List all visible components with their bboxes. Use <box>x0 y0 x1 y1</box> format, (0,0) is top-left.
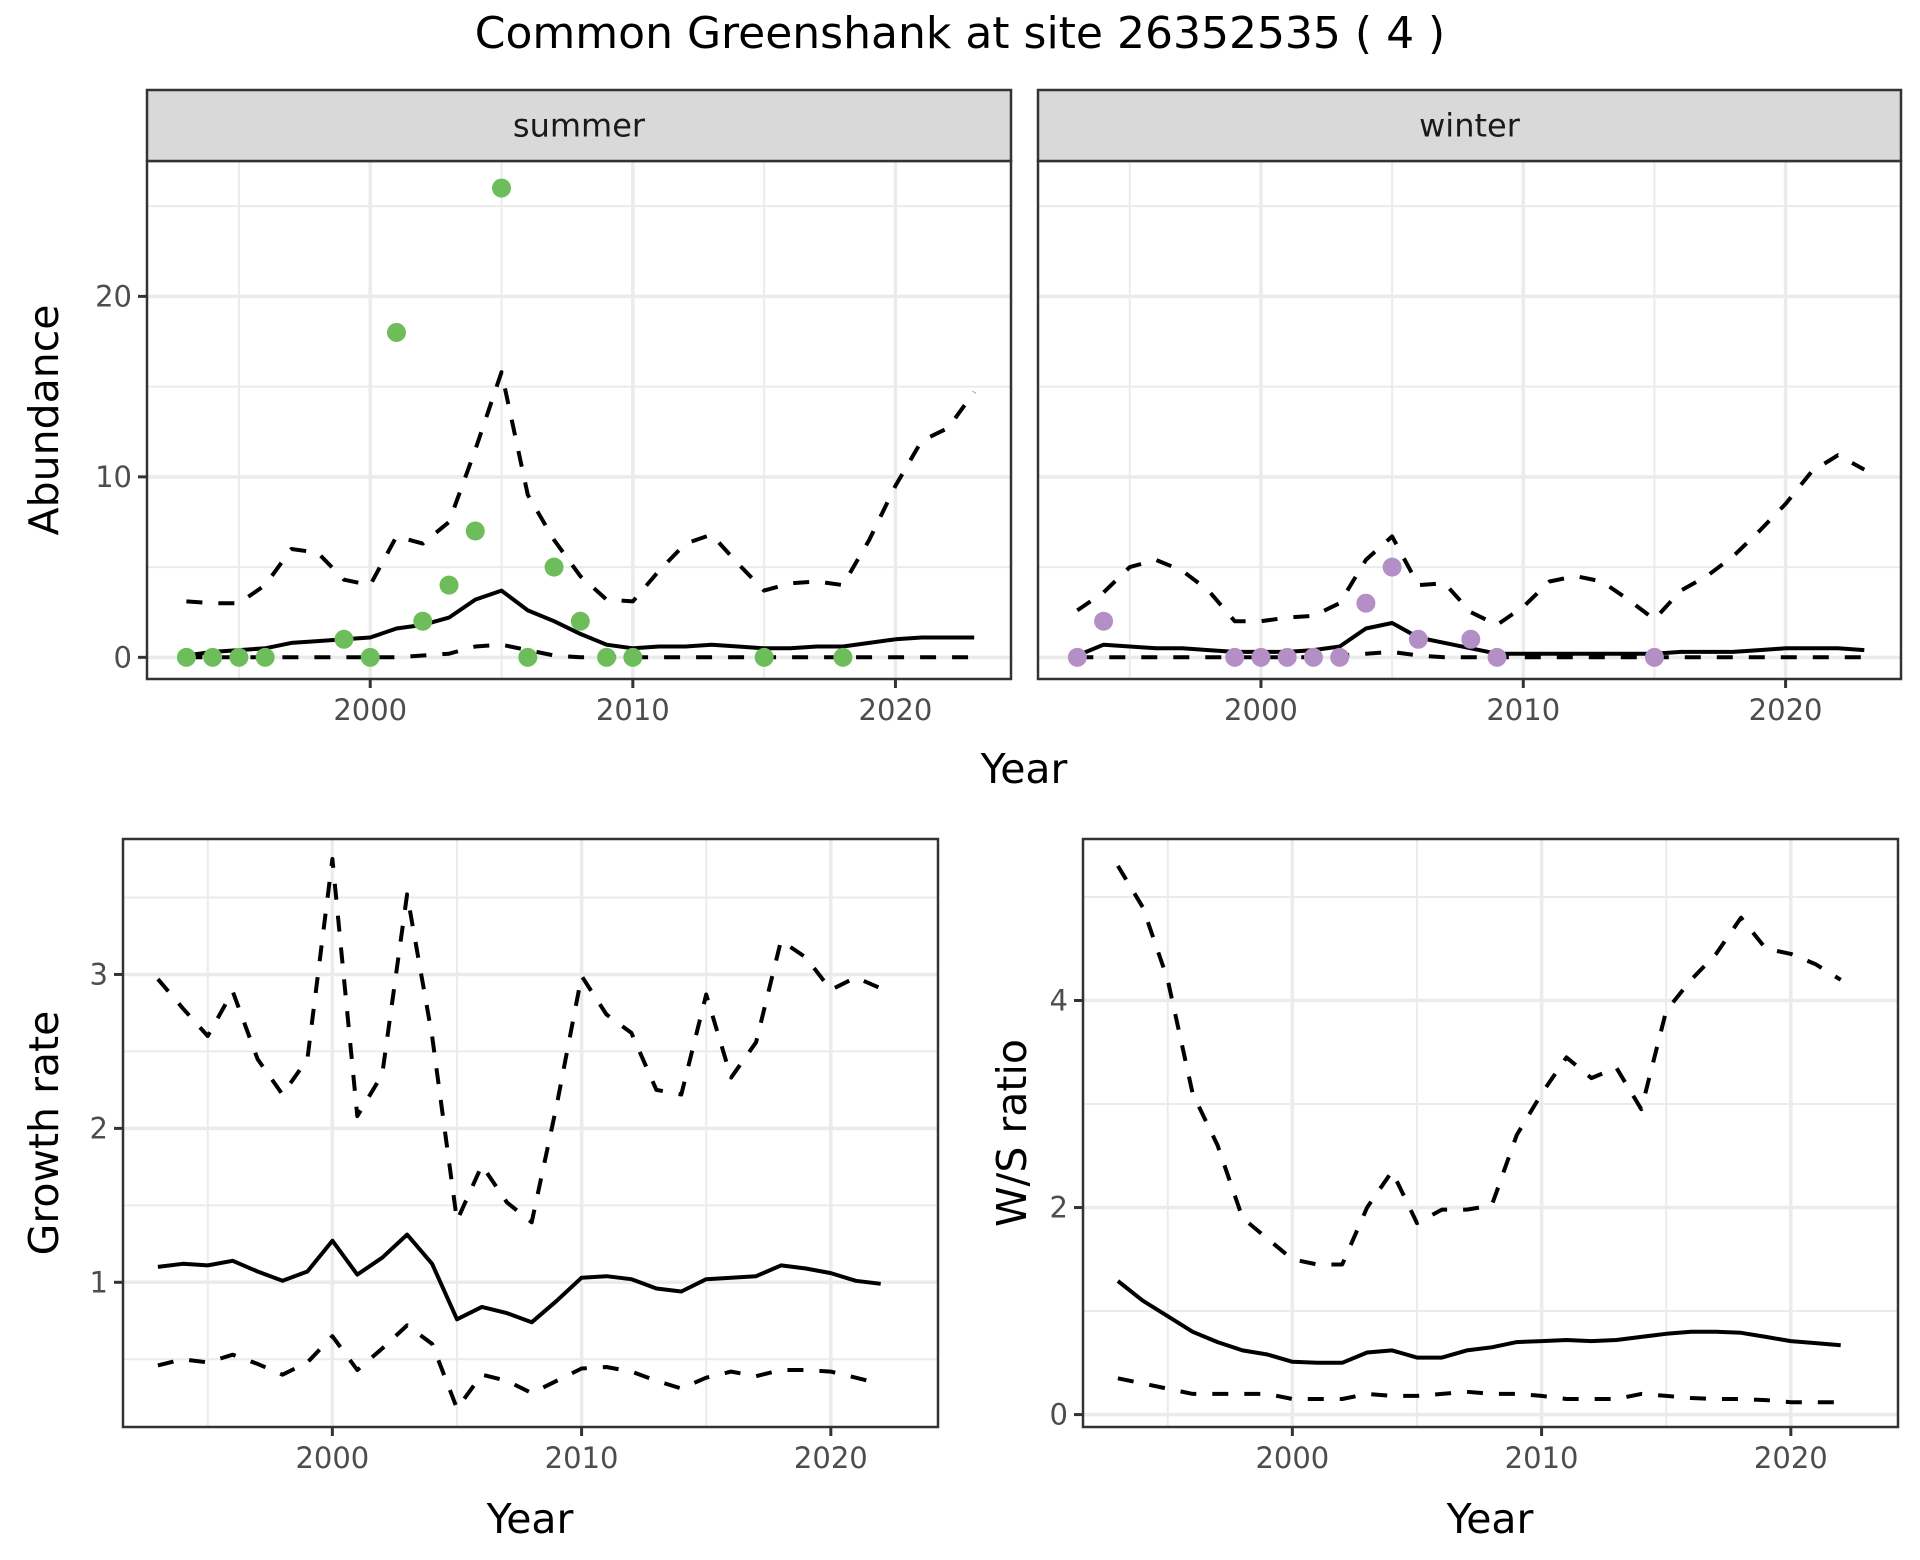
data-point <box>597 647 617 667</box>
x-tick-label: 2020 <box>859 693 933 727</box>
data-point <box>1067 647 1087 667</box>
data-point <box>544 557 564 577</box>
series-mean-line <box>1116 1279 1841 1365</box>
facet-strip <box>1036 88 1903 163</box>
data-point <box>1356 593 1376 613</box>
data-point <box>570 611 590 631</box>
data-point <box>1251 647 1271 667</box>
plot-background <box>1083 839 1898 1427</box>
y-tick-label: 2 <box>1050 1191 1068 1225</box>
y-tick-label: 2 <box>90 1111 108 1145</box>
data-point <box>203 647 223 667</box>
x-axis-title: Year <box>1446 1495 1534 1543</box>
data-point <box>1330 647 1350 667</box>
facet-strip-label: winter <box>1419 107 1521 145</box>
facet-strip-label: summer <box>513 107 646 145</box>
series-upper-line <box>1116 864 1842 1267</box>
x-tick-label: 2020 <box>1749 693 1823 727</box>
plot-background <box>1038 161 1901 679</box>
panel-ws-ratio: 2000 2010 2020 0 2 4 W/S ratio Year <box>988 837 1900 1543</box>
data-point <box>492 178 512 198</box>
x-tick-label: 2020 <box>1754 1441 1828 1475</box>
data-point <box>176 647 196 667</box>
y-tick-label: 4 <box>1050 983 1068 1017</box>
data-point <box>1277 647 1297 667</box>
panel-abundance-winter: winter 2000 2010 2020 <box>1036 88 1903 727</box>
x-tick-label: 2000 <box>295 1441 369 1475</box>
x-axis-title-top: Year <box>980 745 1068 793</box>
y-tick-label: 0 <box>1050 1398 1068 1432</box>
series-upper-line <box>156 857 882 1225</box>
plot-background <box>123 839 938 1427</box>
data-point <box>386 322 406 342</box>
y-tick-label: 0 <box>114 640 132 674</box>
data-point <box>413 611 433 631</box>
data-point <box>1094 611 1114 631</box>
data-point <box>1644 647 1664 667</box>
panel-border <box>121 837 940 1429</box>
data-point <box>255 647 275 667</box>
series-lower-line <box>1077 649 1865 660</box>
x-tick-label: 2010 <box>1505 1441 1579 1475</box>
series-lower-line <box>157 1323 882 1411</box>
series-upper-line <box>186 370 976 606</box>
x-tick-label: 2000 <box>1255 1441 1329 1475</box>
y-axis-title: Abundance <box>20 305 68 536</box>
data-point <box>1487 647 1507 667</box>
panel-growth-rate: 2000 2010 2020 1 2 3 Growth rate Year <box>20 837 940 1543</box>
data-point <box>1461 629 1481 649</box>
data-point <box>439 575 459 595</box>
panel-border <box>1081 837 1900 1429</box>
data-point <box>360 647 380 667</box>
panel-abundance-summer: summer 2000 2010 2020 0 10 20 Abundance <box>20 88 1013 727</box>
y-tick-label: 20 <box>95 279 132 313</box>
data-point <box>833 647 853 667</box>
data-point <box>1382 557 1402 577</box>
y-tick-label: 1 <box>90 1265 108 1299</box>
data-point <box>754 647 774 667</box>
x-axis-title: Year <box>486 1495 574 1543</box>
facet-strip <box>145 88 1013 163</box>
data-point <box>229 647 249 667</box>
x-tick-label: 2010 <box>596 693 670 727</box>
plot-background <box>147 161 1011 679</box>
series-lower-line <box>186 642 975 660</box>
x-tick-label: 2000 <box>333 693 407 727</box>
x-tick-label: 2000 <box>1224 693 1298 727</box>
y-tick-label: 3 <box>90 957 108 991</box>
x-tick-label: 2020 <box>794 1441 868 1475</box>
figure-title: Common Greenshank at site 26352535 ( 4 ) <box>475 8 1445 59</box>
y-axis-title: W/S ratio <box>988 1039 1036 1227</box>
data-point <box>465 521 485 541</box>
data-point <box>623 647 643 667</box>
x-tick-label: 2010 <box>1486 693 1560 727</box>
series-mean-line <box>157 1232 881 1325</box>
y-tick-label: 10 <box>95 460 132 494</box>
series-mean-line <box>186 588 975 658</box>
y-axis-title: Growth rate <box>20 1011 68 1256</box>
data-point <box>518 647 538 667</box>
series-lower-line <box>1117 1376 1841 1405</box>
data-point <box>1408 629 1428 649</box>
data-point <box>1225 647 1245 667</box>
data-point <box>334 629 354 649</box>
x-tick-label: 2010 <box>545 1441 619 1475</box>
data-point <box>1303 647 1323 667</box>
